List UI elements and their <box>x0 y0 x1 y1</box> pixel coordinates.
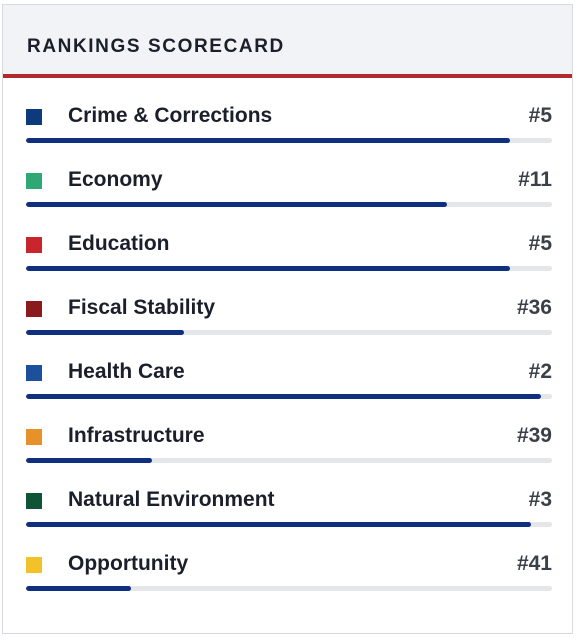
rank-bar-track <box>26 138 552 143</box>
ranking-row[interactable]: Economy #11 <box>26 167 552 231</box>
rank-bar-fill <box>26 138 510 143</box>
ranking-row[interactable]: Fiscal Stability #36 <box>26 295 552 359</box>
rank-bar-fill <box>26 330 184 335</box>
category-color-swatch <box>26 109 42 125</box>
rankings-scorecard-card: RANKINGS SCORECARD Crime & Corrections #5… <box>2 4 573 634</box>
ranking-row[interactable]: Crime & Corrections #5 <box>26 103 552 167</box>
rank-bar-fill <box>26 394 542 399</box>
ranking-row[interactable]: Infrastructure #39 <box>26 423 552 487</box>
category-label[interactable]: Natural Environment <box>68 488 275 511</box>
rank-bar-track <box>26 522 552 527</box>
rank-value: #5 <box>528 104 552 127</box>
category-color-swatch <box>26 301 42 317</box>
ranking-row[interactable]: Opportunity #41 <box>26 551 552 615</box>
rank-value: #2 <box>528 360 552 383</box>
rank-bar-track <box>26 458 552 463</box>
rank-value: #39 <box>516 424 552 447</box>
category-label[interactable]: Economy <box>68 168 163 191</box>
ranking-row[interactable]: Natural Environment #3 <box>26 487 552 551</box>
rankings-list: Crime & Corrections #5 Economy #11 Education… <box>26 103 552 615</box>
category-color-swatch <box>26 365 42 381</box>
category-color-swatch <box>26 493 42 509</box>
rank-bar-fill <box>26 266 510 271</box>
category-label[interactable]: Fiscal Stability <box>68 296 216 319</box>
category-label[interactable]: Health Care <box>68 360 185 383</box>
category-color-swatch <box>26 429 42 445</box>
category-label[interactable]: Infrastructure <box>68 424 205 447</box>
rank-bar-fill <box>26 202 447 207</box>
rank-bar-track <box>26 394 552 399</box>
rank-bar-fill <box>26 586 132 591</box>
category-label[interactable]: Crime & Corrections <box>68 104 273 127</box>
scorecard-title: RANKINGS SCORECARD <box>27 36 285 57</box>
rank-bar-track <box>26 586 552 591</box>
category-color-swatch <box>26 237 42 253</box>
rank-bar-fill <box>26 522 531 527</box>
rank-value: #36 <box>516 296 552 319</box>
rank-value: #11 <box>518 168 552 191</box>
scorecard-header: RANKINGS SCORECARD <box>3 5 572 78</box>
category-color-swatch <box>26 557 42 573</box>
rank-value: #3 <box>528 488 552 511</box>
category-color-swatch <box>26 173 42 189</box>
rank-bar-fill <box>26 458 153 463</box>
category-label[interactable]: Education <box>68 232 170 255</box>
category-label[interactable]: Opportunity <box>68 552 189 575</box>
ranking-row[interactable]: Health Care #2 <box>26 359 552 423</box>
rank-bar-track <box>26 330 552 335</box>
rank-bar-track <box>26 266 552 271</box>
rank-value: #41 <box>516 552 552 575</box>
rank-value: #5 <box>528 232 552 255</box>
ranking-row[interactable]: Education #5 <box>26 231 552 295</box>
rank-bar-track <box>26 202 552 207</box>
